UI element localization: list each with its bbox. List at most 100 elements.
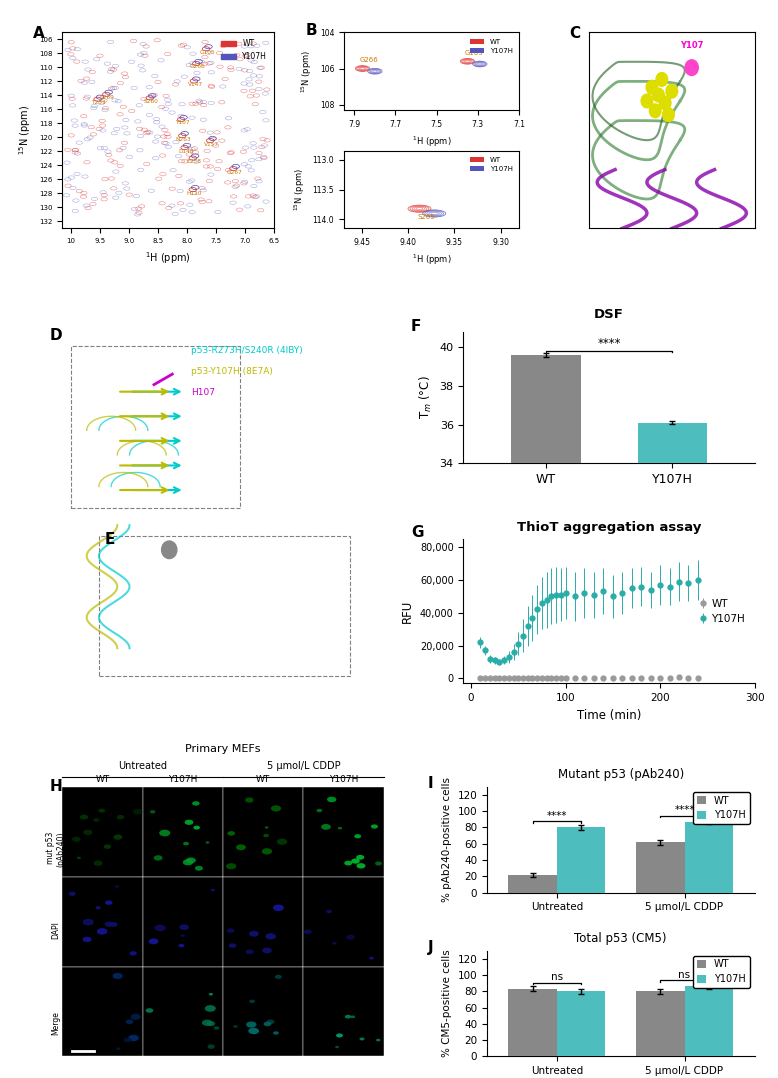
Circle shape bbox=[663, 108, 675, 122]
Bar bbox=[685, 821, 733, 893]
Text: D: D bbox=[50, 329, 63, 344]
Ellipse shape bbox=[82, 918, 94, 926]
Text: G105: G105 bbox=[199, 50, 216, 55]
Text: I: I bbox=[428, 776, 433, 791]
Ellipse shape bbox=[370, 957, 373, 959]
Ellipse shape bbox=[265, 827, 268, 829]
Ellipse shape bbox=[275, 975, 282, 979]
Legend: WT, Y107H: WT, Y107H bbox=[218, 37, 270, 64]
Ellipse shape bbox=[226, 863, 237, 869]
Ellipse shape bbox=[159, 830, 170, 837]
Ellipse shape bbox=[194, 826, 200, 830]
Ellipse shape bbox=[338, 827, 342, 829]
FancyBboxPatch shape bbox=[142, 967, 223, 1056]
Legend: WT, Y107H: WT, Y107H bbox=[692, 791, 750, 825]
Text: S260: S260 bbox=[144, 99, 159, 103]
Ellipse shape bbox=[93, 860, 103, 866]
Ellipse shape bbox=[96, 907, 100, 909]
Circle shape bbox=[653, 88, 664, 102]
Text: H110: H110 bbox=[186, 191, 202, 195]
Ellipse shape bbox=[356, 855, 364, 860]
Y-axis label: T$_m$ (°C): T$_m$ (°C) bbox=[418, 376, 434, 419]
Ellipse shape bbox=[184, 819, 194, 825]
FancyBboxPatch shape bbox=[223, 967, 303, 1056]
Ellipse shape bbox=[336, 1034, 343, 1037]
Ellipse shape bbox=[83, 830, 93, 835]
Ellipse shape bbox=[207, 1021, 216, 1026]
Ellipse shape bbox=[321, 824, 331, 830]
Ellipse shape bbox=[133, 808, 142, 815]
Ellipse shape bbox=[250, 999, 255, 1003]
Ellipse shape bbox=[105, 900, 113, 904]
Ellipse shape bbox=[115, 885, 119, 888]
Bar bbox=[636, 842, 685, 893]
Ellipse shape bbox=[208, 1045, 215, 1049]
Ellipse shape bbox=[117, 815, 124, 819]
Ellipse shape bbox=[129, 951, 137, 955]
Ellipse shape bbox=[113, 972, 123, 979]
Text: WT: WT bbox=[256, 775, 270, 784]
Text: G266: G266 bbox=[359, 57, 378, 64]
Text: S269: S269 bbox=[418, 215, 436, 221]
Ellipse shape bbox=[356, 863, 366, 869]
Text: H: H bbox=[49, 778, 62, 793]
Text: E258: E258 bbox=[187, 160, 202, 164]
FancyBboxPatch shape bbox=[223, 787, 303, 876]
Ellipse shape bbox=[267, 1020, 275, 1024]
Ellipse shape bbox=[317, 808, 322, 812]
Circle shape bbox=[660, 96, 671, 110]
Ellipse shape bbox=[351, 858, 359, 863]
Ellipse shape bbox=[227, 831, 235, 835]
Bar bbox=[636, 992, 685, 1056]
Ellipse shape bbox=[209, 993, 213, 995]
Circle shape bbox=[162, 541, 177, 558]
Text: G266: G266 bbox=[190, 65, 205, 69]
Y-axis label: % pAb240-positive cells: % pAb240-positive cells bbox=[442, 777, 452, 902]
Ellipse shape bbox=[93, 818, 100, 823]
Ellipse shape bbox=[344, 860, 352, 866]
Y-axis label: $^{15}$N (ppm): $^{15}$N (ppm) bbox=[293, 168, 307, 211]
Ellipse shape bbox=[124, 1037, 131, 1042]
Bar bbox=[509, 875, 557, 893]
Ellipse shape bbox=[332, 942, 337, 944]
Text: ****: **** bbox=[598, 337, 621, 350]
Ellipse shape bbox=[82, 937, 92, 942]
Bar bbox=[509, 989, 557, 1056]
Ellipse shape bbox=[359, 1037, 364, 1040]
Ellipse shape bbox=[261, 848, 272, 855]
Text: ****: **** bbox=[547, 811, 567, 820]
X-axis label: $^1$H (ppm): $^1$H (ppm) bbox=[412, 135, 451, 149]
Ellipse shape bbox=[263, 834, 269, 838]
Ellipse shape bbox=[214, 1026, 219, 1029]
Text: S269: S269 bbox=[100, 95, 115, 100]
Text: Untreated: Untreated bbox=[118, 761, 167, 771]
FancyBboxPatch shape bbox=[62, 876, 142, 967]
Ellipse shape bbox=[249, 930, 259, 937]
Ellipse shape bbox=[371, 825, 378, 829]
Bar bbox=[557, 828, 605, 893]
X-axis label: $^1$H (ppm): $^1$H (ppm) bbox=[412, 252, 451, 267]
Ellipse shape bbox=[178, 944, 184, 948]
Ellipse shape bbox=[246, 1022, 257, 1027]
Ellipse shape bbox=[376, 1039, 380, 1041]
Circle shape bbox=[656, 72, 668, 86]
Y-axis label: RFU: RFU bbox=[401, 599, 415, 623]
Ellipse shape bbox=[153, 855, 163, 860]
Ellipse shape bbox=[110, 922, 117, 927]
FancyBboxPatch shape bbox=[62, 787, 142, 876]
Ellipse shape bbox=[128, 1035, 139, 1041]
Bar bbox=[685, 986, 733, 1056]
Text: H107: H107 bbox=[191, 388, 215, 397]
Text: A: A bbox=[33, 27, 44, 41]
Ellipse shape bbox=[262, 948, 272, 953]
Text: p53-R273H/S240R (4IBY): p53-R273H/S240R (4IBY) bbox=[191, 346, 303, 355]
Ellipse shape bbox=[145, 1008, 153, 1012]
Ellipse shape bbox=[273, 1032, 279, 1035]
Circle shape bbox=[666, 84, 678, 98]
Ellipse shape bbox=[245, 798, 254, 803]
Ellipse shape bbox=[181, 935, 185, 937]
Bar bbox=[637, 423, 707, 1078]
FancyBboxPatch shape bbox=[303, 787, 384, 876]
Ellipse shape bbox=[126, 1020, 133, 1024]
Text: N263: N263 bbox=[176, 137, 191, 141]
